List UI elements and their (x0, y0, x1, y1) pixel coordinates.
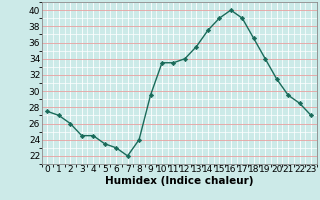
X-axis label: Humidex (Indice chaleur): Humidex (Indice chaleur) (105, 176, 253, 186)
